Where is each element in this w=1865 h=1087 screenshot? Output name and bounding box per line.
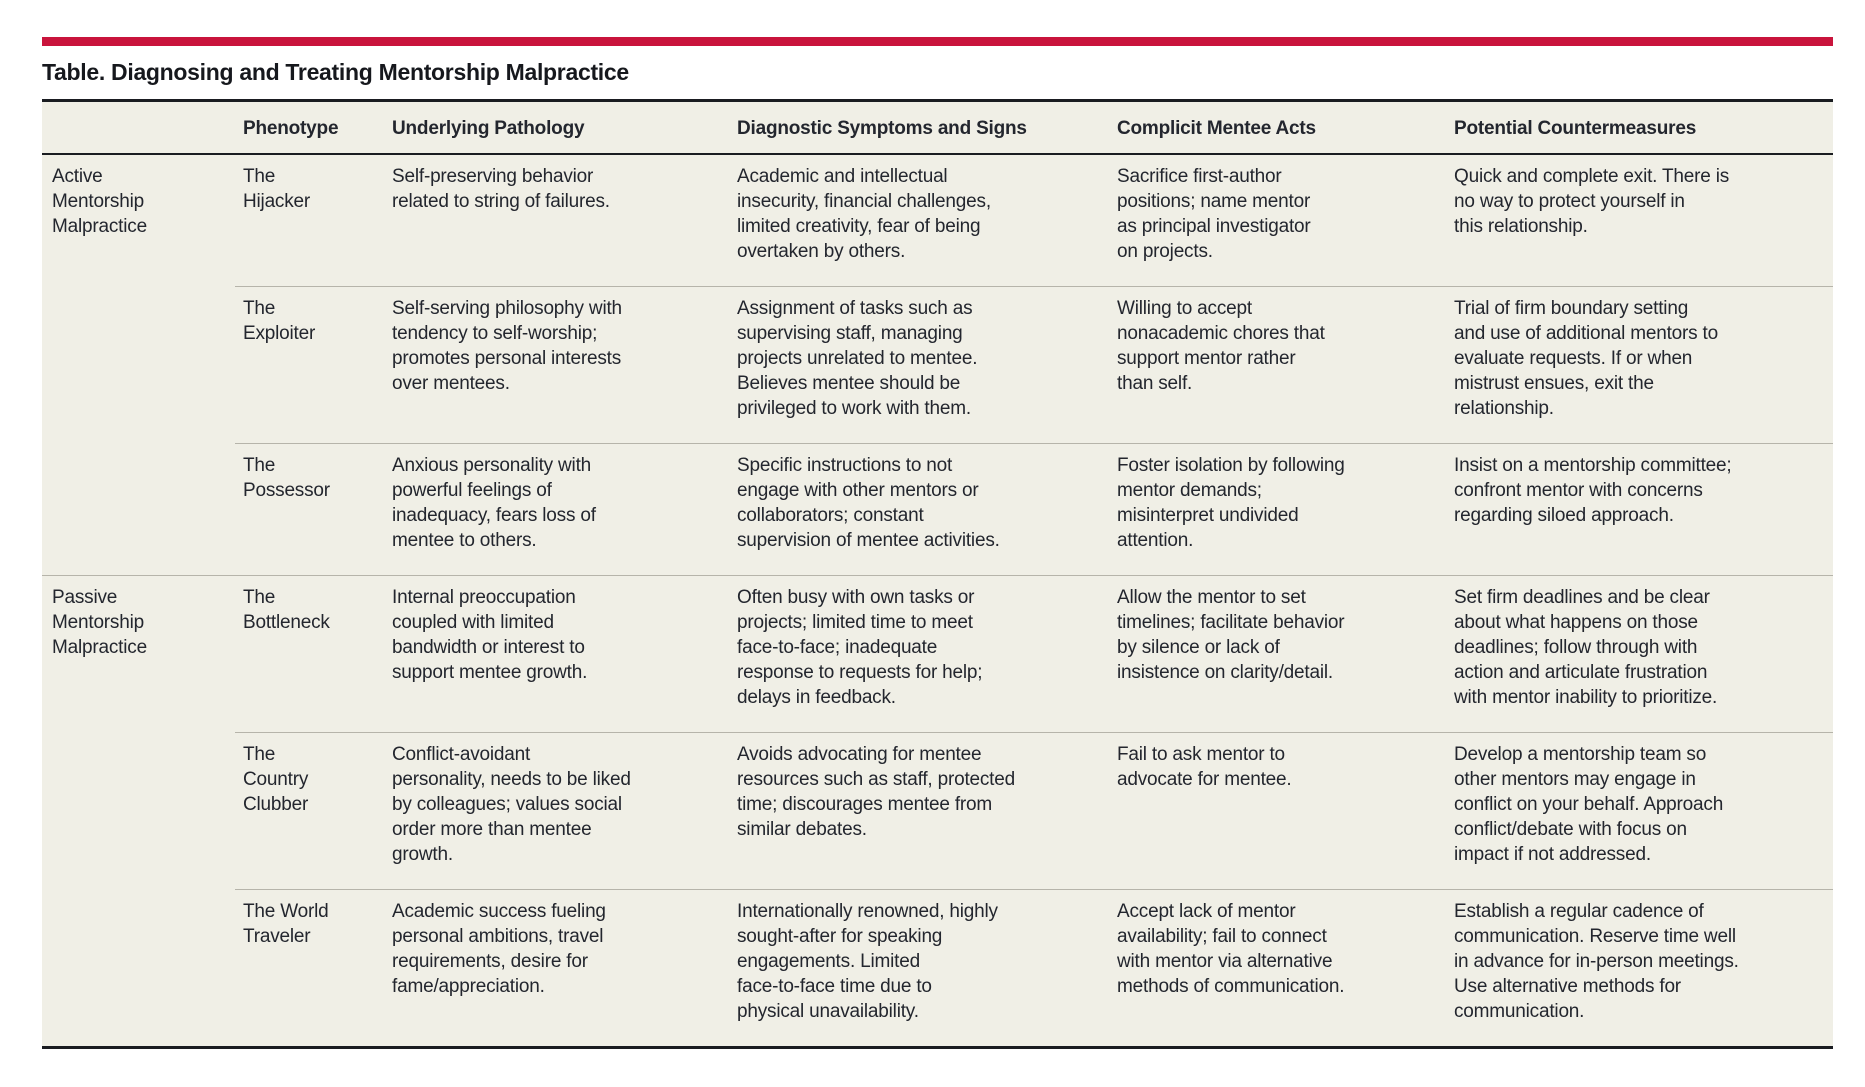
header-group [42,102,235,155]
mentorship-malpractice-table: Phenotype Underlying Pathology Diagnosti… [42,99,1833,1049]
diagnostic-symptoms-cell: Often busy with own tasks or projects; l… [730,575,1110,732]
header-diagnostic-symptoms: Diagnostic Symptoms and Signs [730,102,1110,155]
potential-countermeasures-cell: Quick and complete exit. There is no way… [1454,166,1730,237]
potential-countermeasures-cell: Establish a regular cadence of communica… [1447,889,1833,1046]
complicit-mentee-acts-cell: Accept lack of mentor availability; fail… [1110,889,1447,1046]
potential-countermeasures-cell: Develop a mentorship team so other mento… [1447,732,1833,889]
phenotype-cell: The Country Clubber [235,732,385,889]
potential-countermeasures-cell: Trial of firm boundary setting and use o… [1447,286,1833,443]
table-title: Table. Diagnosing and Treating Mentorshi… [42,59,629,85]
article-page: Table. Diagnosing and Treating Mentorshi… [42,37,1833,1049]
accent-bar [42,37,1833,46]
header-potential-countermeasures: Potential Countermeasures [1447,102,1833,155]
complicit-mentee-acts-cell: Willing to accept nonacademic chores tha… [1110,286,1447,443]
underlying-pathology-cell: Internal preoccupation coupled with limi… [385,575,730,732]
underlying-pathology-cell: Self-preserving behavior related to stri… [392,166,610,212]
header-complicit-mentee-acts: Complicit Mentee Acts [1110,102,1447,155]
phenotype-cell: The World Traveler [235,889,385,1046]
underlying-pathology-cell: Academic success fueling personal ambiti… [385,889,730,1046]
table-grid: Phenotype Underlying Pathology Diagnosti… [42,102,1833,1046]
group-label [42,443,235,575]
diagnostic-symptoms-cell: Assignment of tasks such as supervising … [730,286,1110,443]
phenotype-cell: The Exploiter [235,286,385,443]
group-label: Active Mentorship Malpractice [52,166,147,237]
complicit-mentee-acts-cell: Fail to ask mentor to advocate for mente… [1110,732,1447,889]
complicit-mentee-acts-cell: Sacrifice first-author positions; name m… [1117,166,1311,262]
complicit-mentee-acts-cell: Foster isolation by following mentor dem… [1110,443,1447,575]
header-phenotype: Phenotype [235,102,385,155]
group-label [42,286,235,443]
potential-countermeasures-cell: Insist on a mentorship committee; confro… [1447,443,1833,575]
diagnostic-symptoms-cell: Specific instructions to not engage with… [730,443,1110,575]
group-label: Passive Mentorship Malpractice [42,575,235,732]
group-label [42,732,235,889]
underlying-pathology-cell: Conflict-avoidant personality, needs to … [385,732,730,889]
phenotype-cell: The Hijacker [243,166,311,212]
phenotype-cell: The Bottleneck [235,575,385,732]
phenotype-cell: The Possessor [235,443,385,575]
header-underlying-pathology: Underlying Pathology [385,102,730,155]
diagnostic-symptoms-cell: Avoids advocating for mentee resources s… [730,732,1110,889]
diagnostic-symptoms-cell: Internationally renowned, highly sought-… [730,889,1110,1046]
diagnostic-symptoms-cell: Academic and intellectual insecurity, fi… [737,166,991,262]
underlying-pathology-cell: Self-serving philosophy with tendency to… [385,286,730,443]
potential-countermeasures-cell: Set firm deadlines and be clear about wh… [1447,575,1833,732]
complicit-mentee-acts-cell: Allow the mentor to set timelines; facil… [1110,575,1447,732]
group-label [42,889,235,1046]
underlying-pathology-cell: Anxious personality with powerful feelin… [385,443,730,575]
